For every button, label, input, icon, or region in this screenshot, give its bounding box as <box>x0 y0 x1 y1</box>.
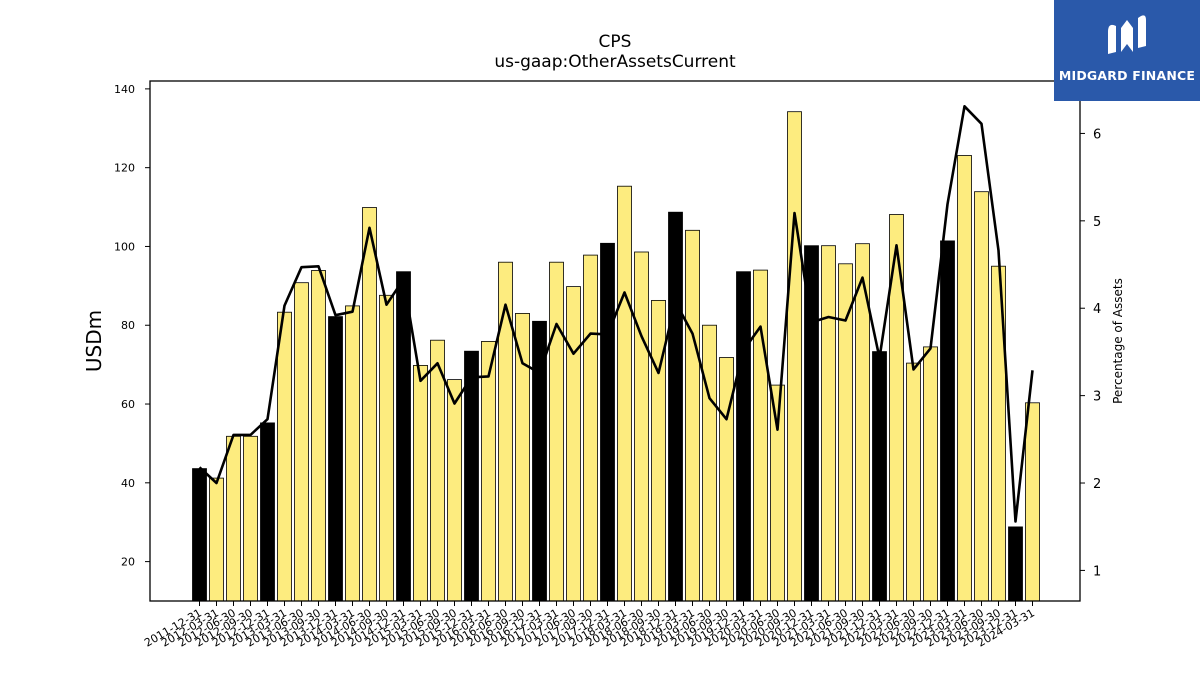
y2-tick-label: 6 <box>1093 127 1101 142</box>
y-tick-label: 60 <box>121 398 135 411</box>
y2-tick-label: 2 <box>1093 477 1101 492</box>
y2-tick-label: 4 <box>1093 302 1101 317</box>
y-tick-label: 100 <box>114 240 135 253</box>
bar-2014-03-31 <box>345 305 360 602</box>
bar-2013-12-31 <box>328 316 343 602</box>
bar-2013-06-30 <box>294 282 309 602</box>
bar-2019-12-31 <box>736 271 751 602</box>
bar-2016-12-31 <box>532 320 547 602</box>
bar-2023-06-30 <box>974 191 989 602</box>
bar-2022-06-30 <box>906 362 921 602</box>
plot-frame <box>149 80 1081 602</box>
bar-2012-06-30 <box>226 435 241 602</box>
line-percentage-of-assets <box>198 105 1034 523</box>
bar-2016-03-31 <box>481 340 496 602</box>
bar-2018-03-31 <box>617 185 632 602</box>
bar-2013-03-31 <box>277 311 292 602</box>
brand-logo: MIDGARD FINANCE <box>1054 0 1200 101</box>
bar-2017-03-31 <box>549 261 564 602</box>
bar-2018-06-30 <box>634 251 649 602</box>
bar-2015-12-31 <box>464 350 479 602</box>
midgard-logo-icon <box>1108 15 1146 54</box>
y-axis-label: USDm <box>82 310 106 372</box>
bar-2014-12-31 <box>396 271 411 602</box>
bar-2018-12-31 <box>668 211 683 602</box>
y2-tick-label: 5 <box>1093 215 1101 230</box>
y-tick-label: 140 <box>114 83 135 96</box>
y-tick-label: 120 <box>114 162 135 175</box>
bar-2015-06-30 <box>430 339 445 602</box>
bar-2018-09-30 <box>651 299 666 602</box>
chart-title: CPS <box>598 32 632 52</box>
y-tick-label: 40 <box>121 477 135 490</box>
chart-subtitle: us-gaap:OtherAssetsCurrent <box>494 52 736 72</box>
bar-2012-12-31 <box>260 422 275 602</box>
brand-name: MIDGARD FINANCE <box>1058 68 1196 83</box>
bar-2021-06-30 <box>838 263 853 602</box>
bar-2014-09-30 <box>379 294 394 602</box>
bar-2014-06-30 <box>362 207 377 602</box>
y-tick-label: 80 <box>121 319 135 332</box>
bar-2022-12-31 <box>940 240 955 602</box>
bar-2016-09-30 <box>515 312 530 602</box>
bar-2024-03-31 <box>1025 402 1040 602</box>
bar-2021-03-31 <box>821 245 836 602</box>
bar-2012-09-30 <box>243 435 258 602</box>
bar-2015-09-30 <box>447 379 462 602</box>
bar-2023-03-31 <box>957 155 972 602</box>
y-tick-label: 20 <box>121 556 135 569</box>
bar-2019-03-31 <box>685 229 700 602</box>
bar-2019-06-30 <box>702 324 717 602</box>
y2-axis-label: Percentage of Assets <box>1111 278 1125 404</box>
y2-tick-label: 1 <box>1093 564 1101 579</box>
bar-2020-03-31 <box>753 269 768 602</box>
bar-2021-12-31 <box>872 351 887 602</box>
bar-2015-03-31 <box>413 364 428 602</box>
bar-2011-12-31 <box>192 468 207 602</box>
bar-2016-06-30 <box>498 261 513 602</box>
bar-2017-09-30 <box>583 254 598 602</box>
bar-2012-03-31 <box>209 477 224 602</box>
bar-2013-09-30 <box>311 270 326 602</box>
bar-2022-09-30 <box>923 346 938 602</box>
bar-2020-09-30 <box>787 111 802 602</box>
bar-2017-06-30 <box>566 286 581 602</box>
y2-tick-label: 3 <box>1093 390 1101 405</box>
bar-2017-12-31 <box>600 242 615 602</box>
bar-2023-12-31 <box>1008 526 1023 602</box>
